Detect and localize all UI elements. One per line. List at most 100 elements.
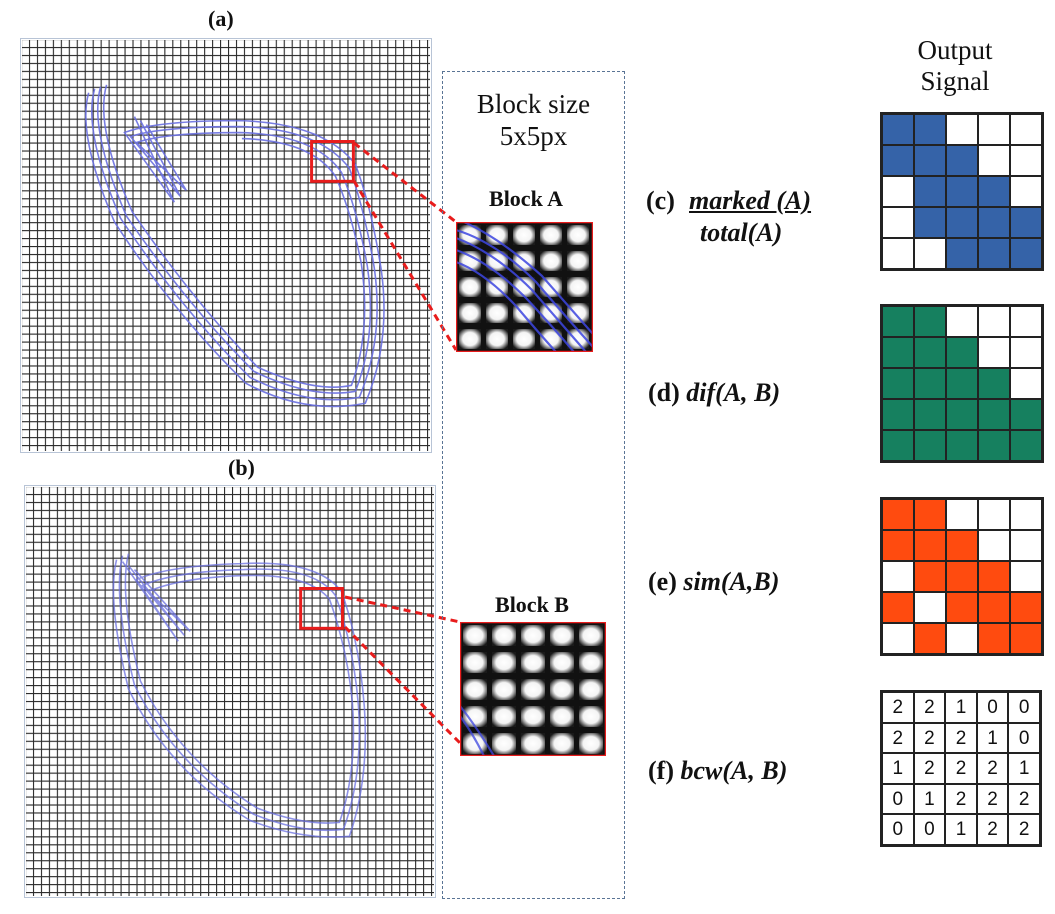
sim-cell [946,530,978,561]
marked-cell [882,207,914,238]
sim-cell [914,530,946,561]
dif-cell [882,430,914,461]
block-a-strokes [456,222,593,352]
sim-cell [882,499,914,530]
sim-cell [1010,592,1042,623]
sim-cell [1010,623,1042,654]
marked-cell [946,238,978,269]
bcw-cell: 0 [976,692,1009,723]
sim-cell [1010,530,1042,561]
marked-cell [882,238,914,269]
marked-cell [882,145,914,176]
bcw-cell: 2 [913,722,946,754]
panel-a-grid-image [20,38,432,453]
sim-cell [946,499,978,530]
dif-cell [1010,430,1042,461]
marked-cell [1010,207,1042,238]
dif-cell [914,368,946,399]
dif-cell [978,399,1010,430]
bcw-cell: 0 [882,783,914,815]
sim-cell [946,592,978,623]
panel-b-label: (b) [228,455,255,480]
formula-c-prefix: (c) [646,186,675,215]
dif-cell [914,399,946,430]
marked-cell [882,176,914,207]
sim-cell [914,561,946,592]
block-size-line2: 5x5px [499,121,568,151]
dif-cell [882,399,914,430]
marked-cell [914,207,946,238]
bcw-cell: 1 [913,783,946,815]
sim-cell [882,592,914,623]
dif-cell [882,337,914,368]
panel-b-grid-image [24,485,436,898]
formula-d: (d) dif(A, B) [648,378,781,407]
bcw-cell: 1 [1008,753,1040,784]
sim-cell [978,499,1010,530]
sim-cell [1010,561,1042,592]
block-b-title: Block B [495,592,569,617]
output-grid-sim [880,497,1044,656]
bcw-cell: 2 [976,814,1009,845]
sim-cell [914,592,946,623]
bcw-cell: 2 [913,753,946,784]
bcw-cell: 2 [1008,783,1040,815]
bcw-cell: 1 [945,814,977,845]
bcw-cell: 2 [976,783,1009,815]
marked-cell [978,114,1010,145]
sim-cell [978,530,1010,561]
bcw-cell: 2 [1008,814,1040,845]
sim-cell [978,592,1010,623]
dif-cell [946,430,978,461]
bcw-cell: 0 [882,814,914,845]
bcw-cell: 1 [976,722,1009,754]
dif-cell [914,430,946,461]
bcw-cell: 2 [882,692,914,723]
block-a-title: Block A [489,186,563,211]
bcw-cell: 2 [913,692,946,723]
bcw-cell: 1 [945,692,977,723]
handwriting-strokes-a [85,84,385,408]
output-grid-dif [880,304,1044,463]
sim-cell [946,623,978,654]
dif-cell [1010,337,1042,368]
formula-e: (e) sim(A,B) [648,567,780,596]
sim-cell [882,623,914,654]
dif-cell [978,306,1010,337]
sim-cell [978,561,1010,592]
bcw-cell: 2 [882,722,914,754]
bcw-cell: 0 [1008,692,1040,723]
marked-cell [914,114,946,145]
sim-cell [1010,499,1042,530]
marked-cell [1010,145,1042,176]
bcw-cell: 0 [1008,722,1040,754]
marked-cell [946,114,978,145]
marked-cell [978,207,1010,238]
dif-cell [978,430,1010,461]
dif-cell [914,337,946,368]
bcw-cell: 2 [945,722,977,754]
dif-cell [946,368,978,399]
marked-cell [978,238,1010,269]
output-title-line1: Output [917,35,993,65]
block-a-cells [459,225,589,349]
formula-f: (f) bcw(A, B) [648,756,788,785]
dif-cell [882,368,914,399]
sim-cell [946,561,978,592]
dif-cell [946,337,978,368]
marked-cell [946,145,978,176]
output-title-line2: Signal [920,66,990,96]
sim-cell [978,623,1010,654]
sim-cell [914,499,946,530]
block-b-strokes [460,705,495,756]
bcw-cell: 0 [913,814,946,845]
bcw-cell: 2 [945,753,977,784]
dif-cell [1010,368,1042,399]
dif-cell [946,306,978,337]
block-b-zoom [460,622,606,756]
block-a-zoom [456,222,593,352]
block-size-panel [442,71,625,899]
sim-cell [914,623,946,654]
